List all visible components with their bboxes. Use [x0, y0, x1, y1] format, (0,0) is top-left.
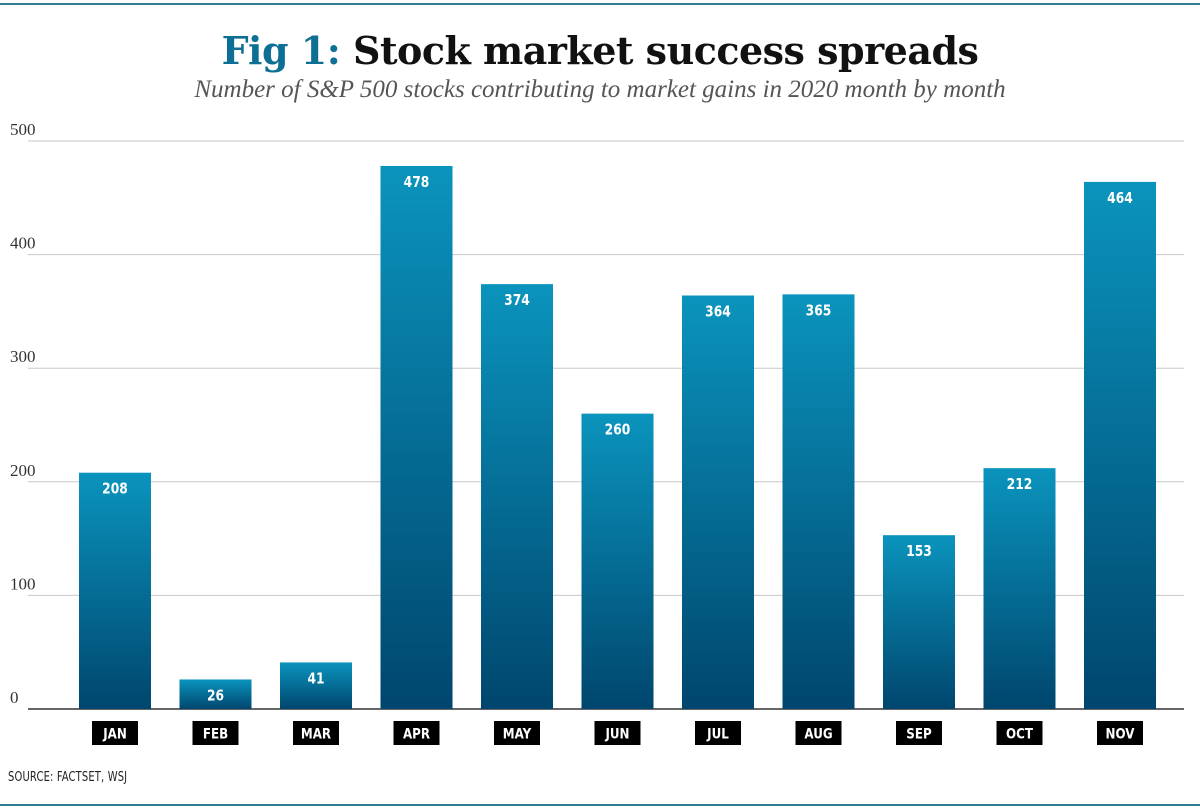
- x-label-tag: [996, 721, 1043, 745]
- x-label-tag: [1097, 721, 1143, 745]
- x-tick-label: JAN: [102, 727, 127, 743]
- y-tick-label: 100: [10, 574, 36, 593]
- title-main: Stock market success spreads: [340, 28, 979, 73]
- y-tick-label: 400: [10, 234, 36, 253]
- x-tick-label: OCT: [1006, 727, 1033, 743]
- y-tick-label: 200: [10, 461, 36, 480]
- bars: 208 26 41 478 374 260 364 365 153 212 464: [79, 165, 1156, 709]
- data-label: 212: [1007, 476, 1033, 493]
- y-tick-label: 0: [10, 688, 19, 707]
- x-label-tag: [795, 721, 842, 745]
- x-tick-label: FEB: [203, 727, 228, 743]
- data-label: 41: [307, 670, 324, 687]
- bar-jan: [79, 472, 151, 709]
- data-label: 365: [806, 302, 832, 319]
- bar-nov: [1084, 181, 1156, 709]
- bar-aug: [782, 294, 855, 709]
- x-tick-label: JUN: [605, 727, 630, 743]
- data-label: 364: [705, 303, 731, 320]
- x-label-tag: [293, 721, 339, 745]
- x-tick-label: JUL: [706, 727, 729, 743]
- top-rule: [0, 3, 1200, 5]
- y-tick-label: 500: [10, 120, 36, 139]
- x-tick-label: MAR: [301, 727, 331, 743]
- bar-jun: [581, 413, 654, 709]
- x-label-tag: [393, 721, 440, 745]
- title-prefix: Fig 1:: [221, 28, 341, 73]
- x-tick-label: NOV: [1106, 727, 1135, 743]
- y-tick-label: 300: [10, 347, 36, 366]
- x-label-tag: [695, 721, 741, 745]
- bar-sep: [883, 535, 955, 709]
- data-label: 478: [404, 174, 430, 191]
- x-label-tag: [92, 721, 138, 745]
- data-label: 208: [102, 481, 128, 498]
- x-label-tag: [192, 721, 239, 745]
- x-tick-label: MAY: [503, 727, 532, 743]
- bar-oct: [983, 468, 1056, 709]
- chart-title: Fig 1: Stock market success spreads: [0, 28, 1200, 73]
- x-label-tag: [494, 721, 540, 745]
- data-label: 260: [605, 422, 631, 439]
- x-label-tag: [594, 721, 641, 745]
- x-axis-labels: JAN FEB MAR APR MAY JUN JUL AUG SEP OCT NOV: [92, 721, 1143, 745]
- data-label: 374: [504, 292, 530, 309]
- bar-jul: [682, 295, 754, 709]
- bar-apr: [380, 165, 453, 709]
- x-tick-label: SEP: [906, 727, 931, 743]
- bar-mar: [280, 662, 352, 709]
- chart-subtitle: Number of S&P 500 stocks contributing to…: [194, 76, 1006, 103]
- data-label: 153: [906, 543, 932, 560]
- data-label: 464: [1107, 190, 1133, 207]
- data-label: 26: [207, 687, 224, 704]
- bar-may: [481, 284, 553, 709]
- y-axis-ticks: 0 100 200 300 400 500: [10, 120, 36, 707]
- source-note: SOURCE: FACTSET, WSJ: [8, 770, 128, 785]
- x-tick-label: AUG: [804, 727, 832, 743]
- bar-feb: [179, 679, 252, 709]
- bottom-rule: [0, 804, 1200, 806]
- x-tick-label: APR: [403, 727, 430, 743]
- x-label-tag: [896, 721, 942, 745]
